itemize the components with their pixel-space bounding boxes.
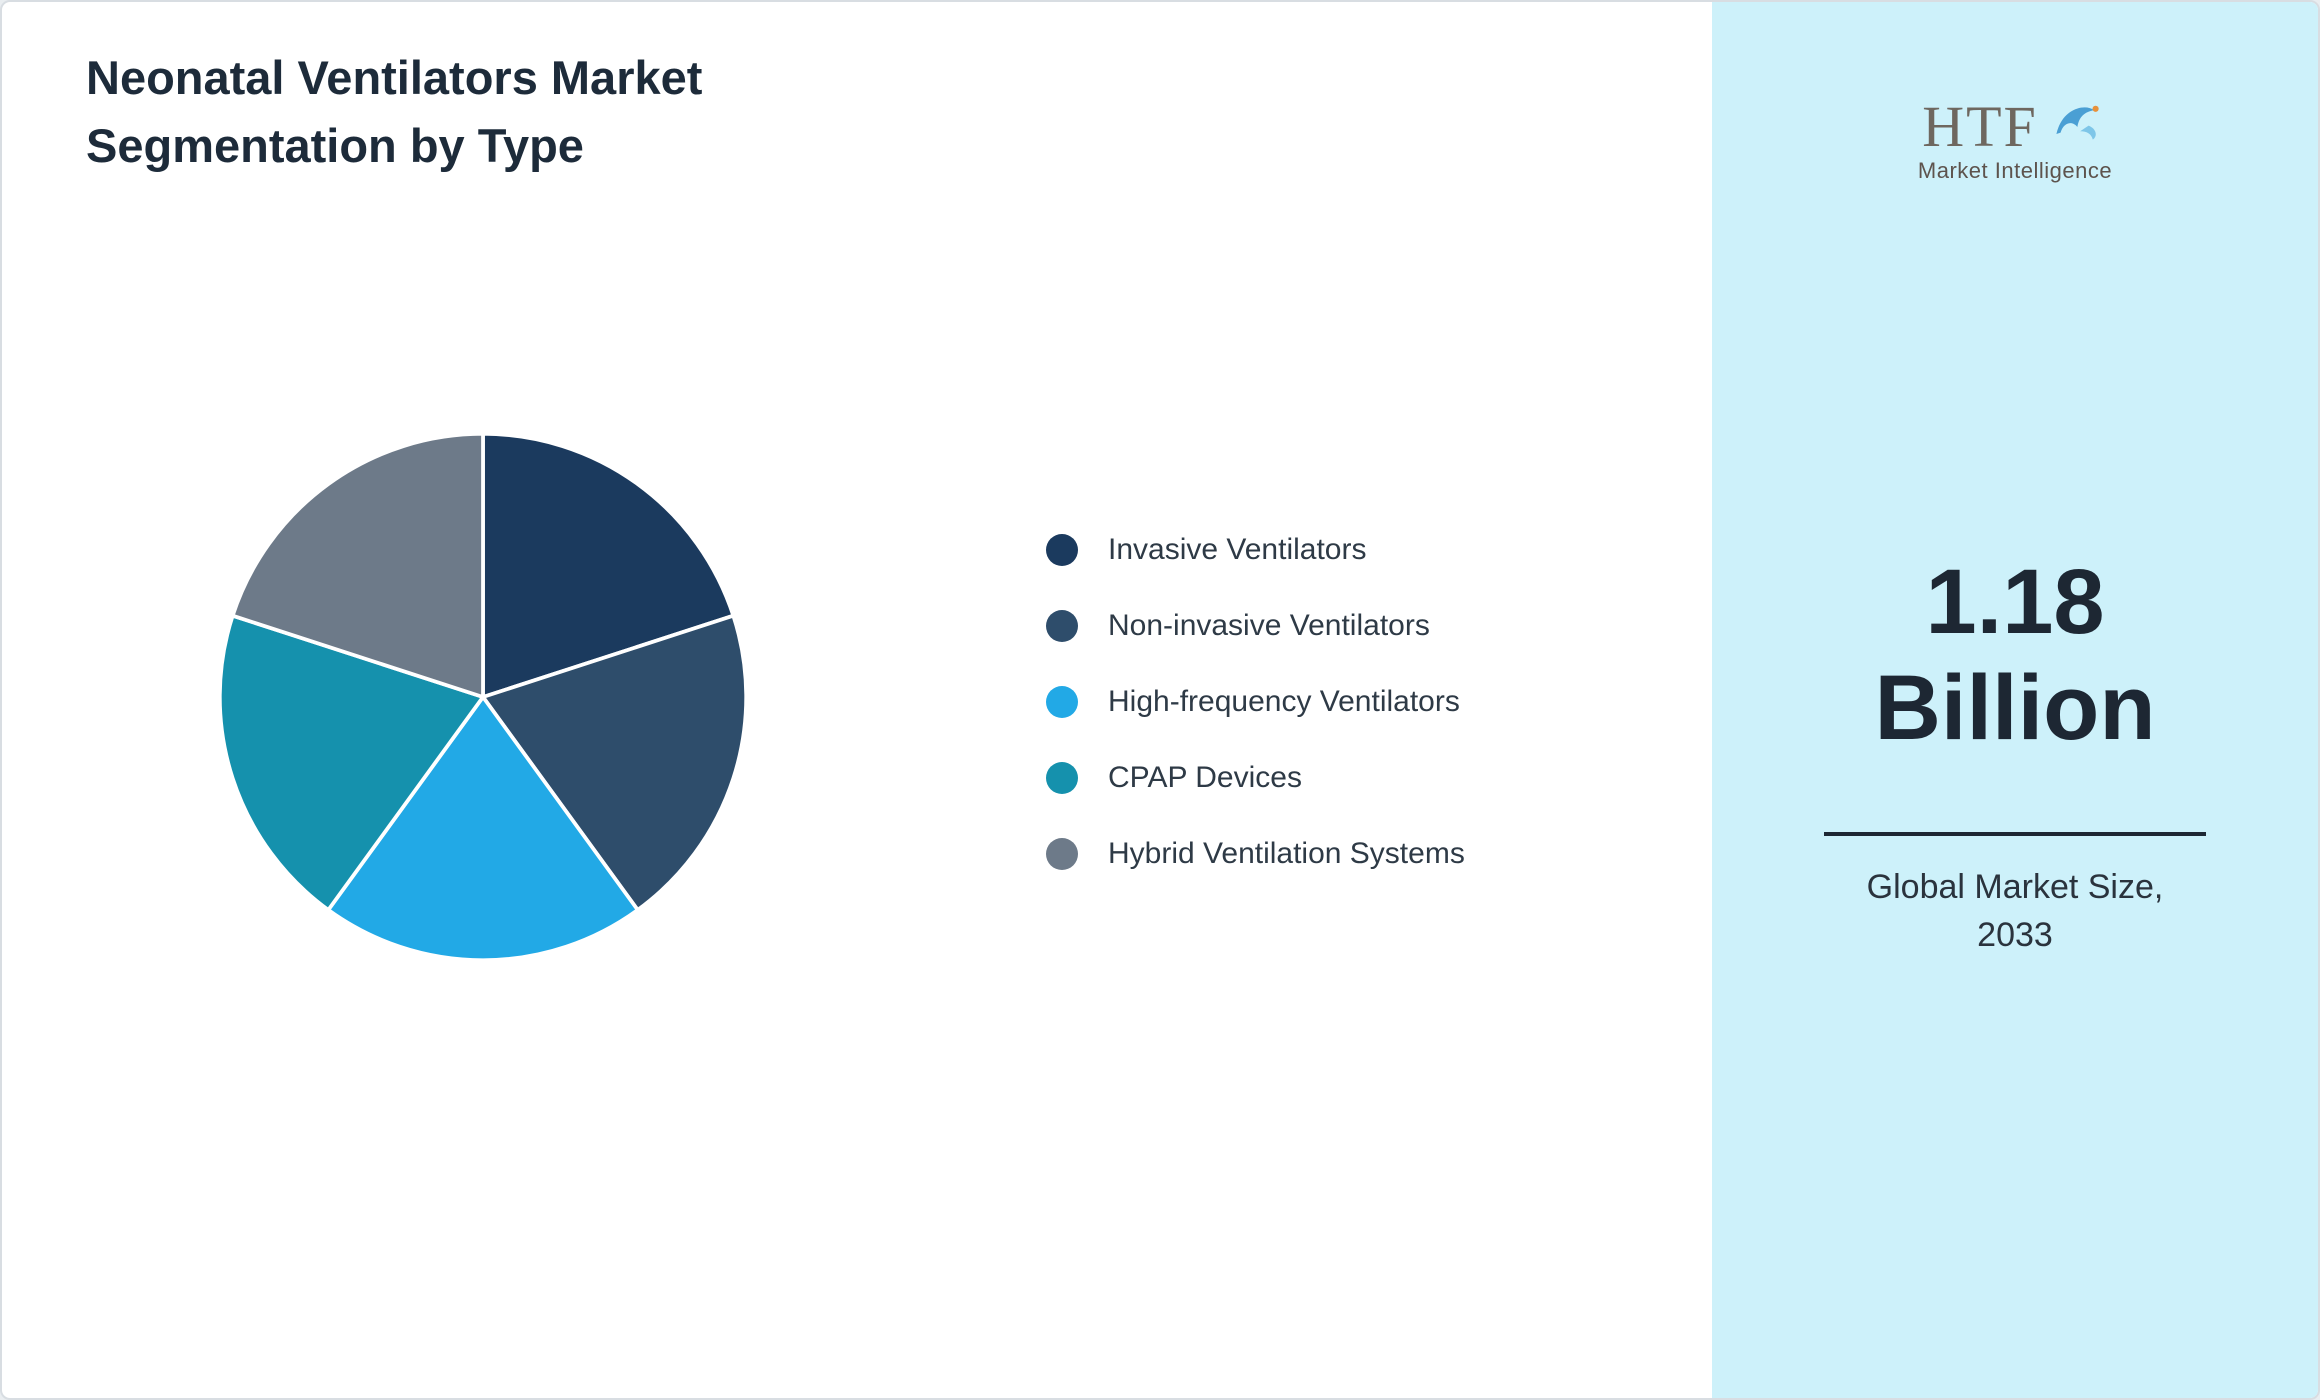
legend-item: CPAP Devices xyxy=(1046,756,1465,800)
pie-slice-5 xyxy=(230,431,485,699)
dolphin-icon xyxy=(2056,105,2099,140)
page-title-line2: Segmentation by Type xyxy=(86,119,584,173)
legend-item: Hybrid Ventilation Systems xyxy=(1046,832,1465,876)
market-size-caption-line1: Global Market Size, xyxy=(1866,868,2164,906)
pie-slice-3 xyxy=(326,695,640,962)
pie-chart xyxy=(202,416,764,978)
market-size-caption-line2: 2033 xyxy=(1977,915,2053,954)
page-title: Neonatal Ventilators Market Segmentation… xyxy=(86,44,702,180)
legend-label: CPAP Devices xyxy=(1108,761,1302,794)
pie-slice-4 xyxy=(217,613,485,912)
pie-slice-1 xyxy=(481,431,736,699)
pie-chart-svg xyxy=(217,431,749,962)
legend-label: Invasive Ventilators xyxy=(1108,533,1367,566)
legend-swatch xyxy=(1046,534,1078,566)
logo-subtext: Market Intelligence xyxy=(1917,158,2113,183)
market-size-value-line2: Billion xyxy=(1874,656,2156,759)
market-size-caption: Global Market Size, 2033 xyxy=(1712,864,2318,959)
pie-slice-2 xyxy=(481,613,749,912)
legend-label: Non-invasive Ventilators xyxy=(1108,609,1430,642)
page-title-line1: Neonatal Ventilators Market xyxy=(86,51,703,104)
legend-label: High-frequency Ventilators xyxy=(1108,685,1460,718)
legend-item: Invasive Ventilators xyxy=(1046,528,1465,572)
legend-swatch xyxy=(1046,762,1078,794)
chart-legend: Invasive Ventilators Non-invasive Ventil… xyxy=(1046,528,1465,876)
brand-logo: HTF Market Intelligence xyxy=(1712,98,2318,184)
legend-swatch xyxy=(1046,610,1078,642)
legend-item: High-frequency Ventilators xyxy=(1046,680,1465,724)
market-size-value: 1.18 Billion xyxy=(1712,550,2318,762)
divider-line xyxy=(1824,832,2206,836)
sidebar: HTF Market Intelligence 1.18 Billion Glo… xyxy=(1712,2,2318,1398)
logo-text: HTF xyxy=(1922,94,2038,159)
legend-swatch xyxy=(1046,838,1078,870)
legend-label: Hybrid Ventilation Systems xyxy=(1108,837,1465,870)
legend-swatch xyxy=(1046,686,1078,718)
legend-item: Non-invasive Ventilators xyxy=(1046,604,1465,648)
market-size-value-line1: 1.18 xyxy=(1925,551,2105,653)
